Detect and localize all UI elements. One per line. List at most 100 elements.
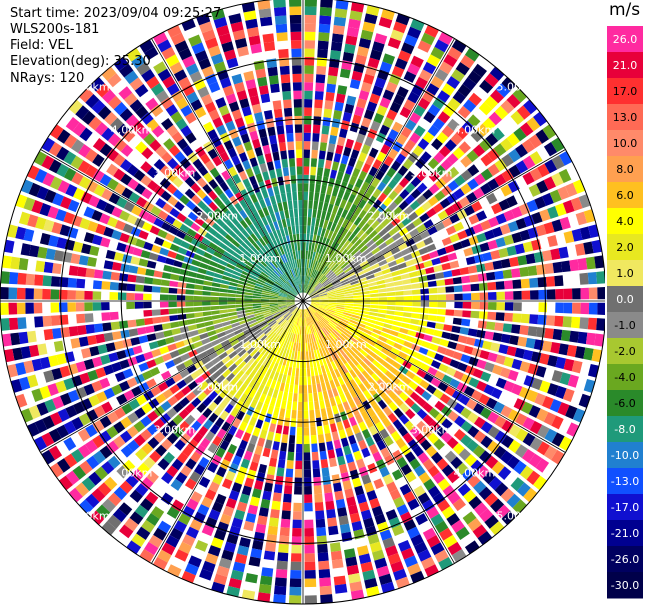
range-gate <box>263 41 276 52</box>
range-gate <box>358 209 367 219</box>
range-gate <box>136 61 151 76</box>
range-gate <box>213 61 227 73</box>
range-gate <box>243 520 255 532</box>
range-gate <box>276 247 283 256</box>
range-gate <box>329 423 338 433</box>
range-gate <box>331 263 339 272</box>
range-gate <box>286 296 295 300</box>
range-gate <box>190 370 201 380</box>
range-gate <box>342 264 351 272</box>
range-gate <box>330 342 338 351</box>
range-gate <box>253 307 262 312</box>
range-gate <box>419 379 430 390</box>
range-gate <box>388 73 401 86</box>
range-gate <box>422 458 435 471</box>
range-gate <box>284 116 293 126</box>
range-gate <box>594 255 605 269</box>
range-gate <box>351 520 363 532</box>
range-gate <box>405 335 415 343</box>
range-gate <box>198 57 212 70</box>
range-gate <box>135 448 148 461</box>
range-gate <box>266 161 275 171</box>
range-gate <box>380 246 391 255</box>
range-gate <box>290 333 295 342</box>
range-gate <box>317 40 329 50</box>
range-gate <box>472 445 486 458</box>
range-gate <box>414 206 426 217</box>
range-gate <box>335 288 344 293</box>
range-gate <box>430 46 445 60</box>
range-gate <box>157 458 170 471</box>
range-gate <box>198 381 209 391</box>
range-gate <box>324 284 333 290</box>
range-gate <box>287 294 296 298</box>
range-gate <box>572 408 586 423</box>
range-gate <box>321 125 330 135</box>
range-gate <box>558 246 569 259</box>
range-gate <box>151 125 165 138</box>
range-gate <box>332 316 341 322</box>
range-gate <box>163 138 175 151</box>
range-gate <box>522 171 535 186</box>
range-gate <box>416 182 428 194</box>
range-gate <box>287 280 294 288</box>
range-gate <box>177 314 187 321</box>
range-gate <box>153 405 165 417</box>
range-gate <box>210 287 220 292</box>
range-gate <box>295 225 300 234</box>
range-gate <box>185 426 197 438</box>
range-gate <box>266 278 275 284</box>
range-gate <box>191 42 205 55</box>
range-gate <box>269 231 276 241</box>
range-gate <box>137 126 150 140</box>
range-gate <box>292 82 302 91</box>
azimuth-line <box>302 38 455 302</box>
range-gate <box>287 304 296 309</box>
range-gate <box>100 237 111 248</box>
range-gate <box>444 244 455 254</box>
range-gate <box>277 219 283 229</box>
range-gate <box>280 365 286 375</box>
range-gate <box>273 108 283 118</box>
range-gate <box>278 265 285 274</box>
range-gate <box>314 322 320 331</box>
range-ring-label: 1.00km <box>325 252 367 265</box>
range-gate <box>160 370 172 381</box>
range-gate <box>161 117 174 131</box>
range-gate <box>520 313 530 324</box>
range-gate <box>8 317 19 331</box>
range-gate <box>313 323 319 332</box>
range-gate <box>50 276 61 287</box>
range-gate <box>185 200 197 211</box>
range-gate <box>528 134 543 149</box>
colorbar-tick-label: -26.0 <box>611 553 639 566</box>
range-gate <box>542 249 553 262</box>
range-gate <box>383 155 394 167</box>
range-gate <box>145 378 157 389</box>
range-gate <box>174 549 189 562</box>
range-gate <box>446 398 458 409</box>
range-gate <box>385 237 395 246</box>
range-gate <box>189 70 203 83</box>
range-gate <box>240 458 251 469</box>
range-gate <box>303 326 305 335</box>
range-gate <box>305 309 309 318</box>
range-gate <box>41 155 55 170</box>
range-gate <box>273 335 280 344</box>
range-gate <box>288 314 294 323</box>
range-gate <box>99 143 113 157</box>
range-gate <box>336 304 345 308</box>
range-gate <box>587 271 598 285</box>
range-gate <box>78 413 91 426</box>
range-gate <box>463 386 475 397</box>
range-gate <box>467 164 480 177</box>
range-gate <box>462 511 477 525</box>
range-gate <box>75 105 90 120</box>
range-gate <box>345 242 354 251</box>
range-gate <box>281 310 290 316</box>
range-gate <box>212 318 222 325</box>
range-gate <box>143 351 154 361</box>
range-gate <box>70 449 85 463</box>
start-time-label: Start time: 2023/09/04 09:25:27 <box>10 6 222 21</box>
range-gate <box>402 360 412 370</box>
